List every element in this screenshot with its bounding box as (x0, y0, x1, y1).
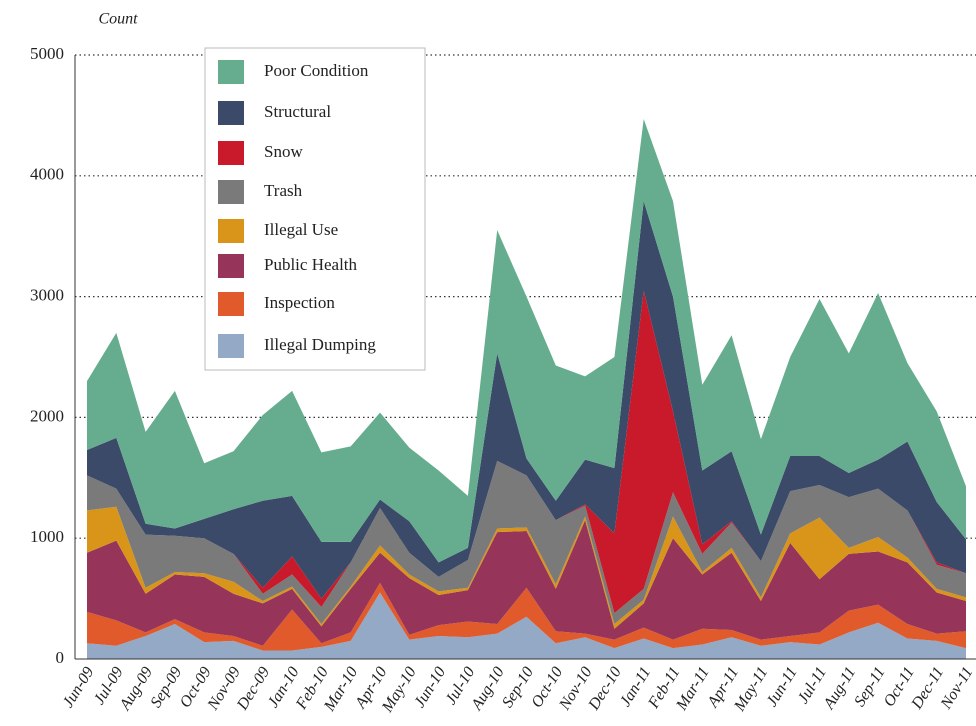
legend-box (204, 47, 426, 371)
area (87, 582, 966, 651)
legend-swatch (218, 101, 244, 125)
y-tick-label: 5000 (30, 44, 64, 63)
legend-swatch (218, 254, 244, 278)
legend-swatch (218, 60, 244, 84)
x-tick-label: Jun-11 (763, 664, 800, 710)
legend-label: Structural (264, 102, 331, 121)
legend-label: Illegal Use (264, 220, 338, 239)
area (87, 119, 966, 563)
legend-swatch (218, 219, 244, 243)
y-axis-label: Count (98, 11, 138, 28)
legend-label: Public Health (264, 255, 358, 274)
y-tick-label: 3000 (30, 286, 64, 305)
x-tick-label: Jun-09 (60, 664, 98, 711)
area (87, 460, 966, 624)
y-tick-label: 2000 (30, 406, 64, 425)
x-tick-label: Jun-10 (411, 664, 449, 711)
legend-label: Illegal Dumping (264, 335, 376, 354)
legend-label: Inspection (264, 293, 335, 312)
legend-label: Trash (264, 181, 303, 200)
legend-swatch (218, 292, 244, 316)
area (87, 592, 966, 659)
legend: Poor Condition Structural Snow Trash Illegal… (204, 47, 426, 371)
legend-swatch (218, 141, 244, 165)
y-tick-label: 4000 (30, 165, 64, 184)
legend-swatch (218, 180, 244, 204)
legend-label: Snow (264, 142, 303, 161)
areas (87, 119, 966, 659)
area (87, 201, 966, 599)
area (87, 520, 966, 646)
y-tick-label: 1000 (30, 527, 64, 546)
y-tick-label: 0 (56, 648, 65, 667)
legend-swatch (218, 334, 244, 358)
legend-label: Poor Condition (264, 61, 369, 80)
